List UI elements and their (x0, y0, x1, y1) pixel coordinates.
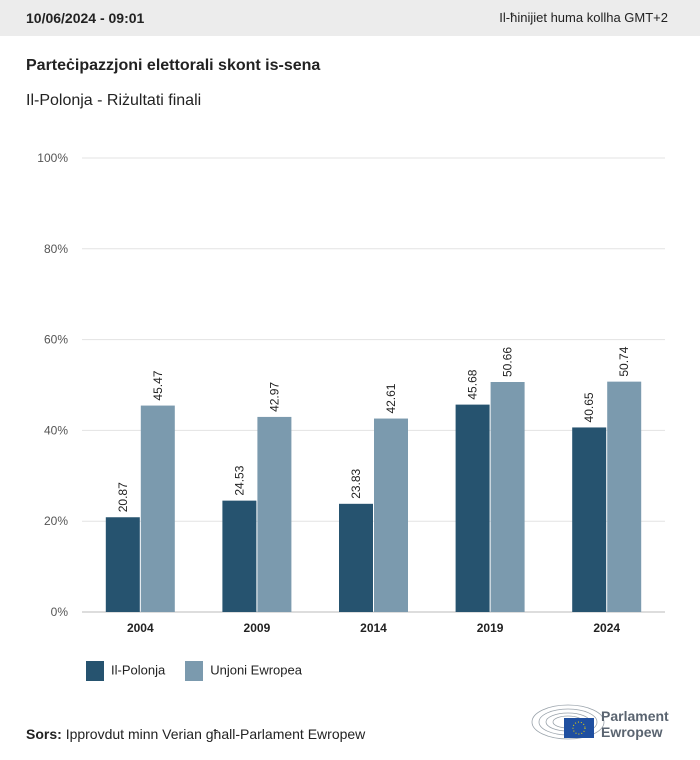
legend-swatch (185, 661, 204, 681)
bar-eu (374, 418, 408, 612)
bar-poland (572, 427, 607, 612)
data-label: 50.74 (617, 346, 631, 376)
x-tick-label: 2009 (244, 621, 271, 635)
y-tick-label: 0% (51, 605, 69, 619)
bar-eu (490, 382, 525, 612)
data-label: 40.65 (582, 392, 596, 422)
data-label: 42.97 (267, 382, 281, 412)
source-text: Ipprovdut minn Verian għall-Parlament Ew… (65, 726, 366, 742)
bar-eu (607, 381, 642, 612)
bar-eu (257, 416, 292, 612)
top-bar: 10/06/2024 - 09:01 Il-ħinijiet huma koll… (0, 0, 700, 36)
source-note: Sors: Ipprovdut minn Verian għall-Parlam… (26, 726, 365, 742)
data-label: 23.83 (349, 468, 363, 498)
x-tick-label: 2004 (127, 621, 154, 635)
x-tick-label: 2024 (593, 621, 620, 635)
data-label: 42.61 (384, 383, 398, 413)
legend: Il-Polonja Unjoni Ewropea (86, 661, 302, 681)
x-tick-label: 2014 (360, 621, 387, 635)
x-tick-label: 2019 (477, 621, 504, 635)
timezone-note: Il-ħinijiet huma kollha GMT+2 (499, 10, 668, 25)
data-label: 45.68 (466, 369, 480, 399)
data-label: 45.47 (151, 370, 165, 400)
data-label: 24.53 (232, 465, 246, 495)
timestamp: 10/06/2024 - 09:01 (26, 10, 145, 26)
y-tick-label: 20% (44, 514, 68, 528)
legend-item-eu: Unjoni Ewropea (185, 661, 302, 681)
data-label: 50.66 (501, 347, 515, 377)
parliament-logo-icon (531, 704, 605, 740)
bar-poland (455, 404, 490, 612)
bar-poland (105, 517, 140, 612)
legend-label: Unjoni Ewropea (210, 662, 302, 678)
bar-eu (140, 405, 175, 612)
y-tick-label: 60% (44, 333, 68, 347)
chart-title: Parteċipazzjoni elettorali skont is-sena (26, 57, 321, 74)
legend-item-poland: Il-Polonja (86, 661, 165, 681)
bar-poland (339, 503, 373, 612)
data-label: 20.87 (116, 482, 130, 512)
legend-label: Il-Polonja (111, 662, 166, 678)
bar-chart: 0% 20% 40% 60% 80% 100% 2004 20.87 45.47 2009 24.5… (37, 151, 665, 635)
logo-line1: Parlament (601, 708, 669, 724)
y-tick-label: 80% (44, 242, 68, 256)
source-label: Sors: (26, 726, 62, 742)
logo-text: Parlament Ewropew (601, 708, 669, 740)
logo-line2: Ewropew (601, 724, 663, 740)
legend-swatch (86, 661, 104, 681)
y-tick-label: 100% (37, 151, 68, 165)
y-tick-label: 40% (44, 423, 68, 437)
bar-poland (222, 500, 257, 612)
chart-subtitle: Il-Polonja - Riżultati finali (26, 92, 202, 109)
